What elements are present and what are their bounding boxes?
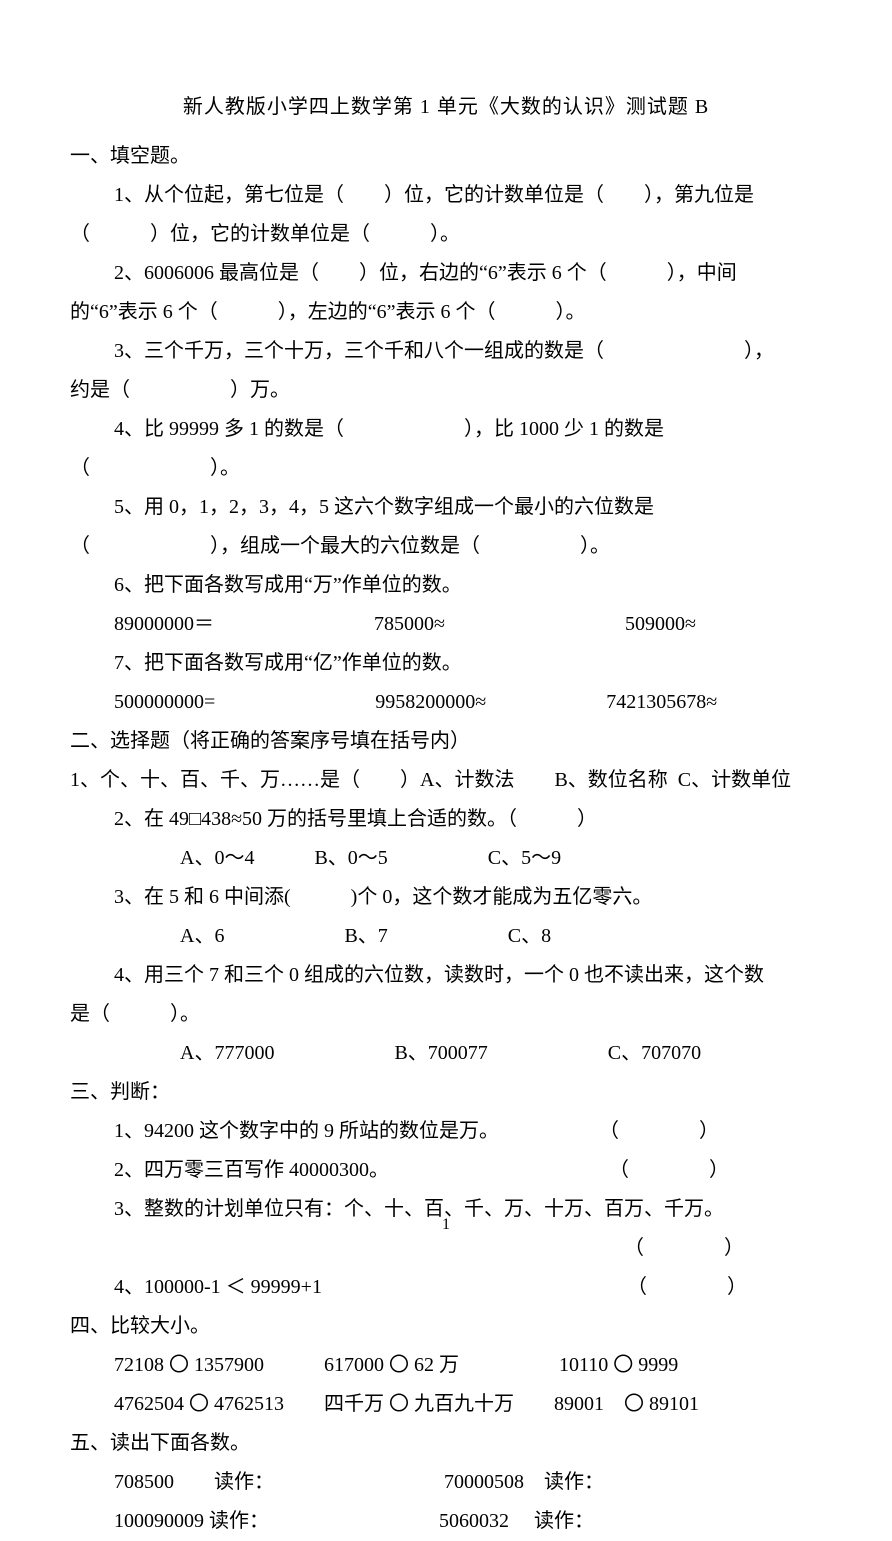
q2-line-b: 的“6”表示 6 个（ ），左边的“6”表示 6 个（ ）。	[70, 293, 822, 332]
s2-q2-options: A、0～4 B、0～5 C、5～9	[70, 839, 822, 878]
s2-q3-options: A、6 B、7 C、8	[70, 917, 822, 956]
s3-q1: 1、94200 这个数字中的 9 所站的数位是万。 （ ）	[70, 1112, 822, 1151]
q1-line-b: （ ）位，它的计数单位是（ ）。	[70, 215, 822, 254]
s2-q4-a: 4、用三个 7 和三个 0 组成的六位数，读数时，一个 0 也不读出来，这个数	[70, 956, 822, 995]
s2-q4-b: 是（ ）。	[70, 995, 822, 1034]
section-4-header: 四、比较大小。	[70, 1307, 822, 1346]
q3-line-b: 约是（ ）万。	[70, 371, 822, 410]
section-3-header: 三、判断：	[70, 1073, 822, 1112]
q2-line-a: 2、6006006 最高位是（ ）位，右边的“6”表示 6 个（ ），中间	[70, 254, 822, 293]
s3-q2: 2、四万零三百写作 40000300。 （ ）	[70, 1151, 822, 1190]
s2-q2: 2、在 49□438≈50 万的括号里填上合适的数。（ ）	[70, 800, 822, 839]
q6-row: 89000000＝ 785000≈ 509000≈	[70, 605, 822, 644]
q4-line-b: （ ）。	[70, 449, 822, 488]
q4-line-a: 4、比 99999 多 1 的数是（ ），比 1000 少 1 的数是	[70, 410, 822, 449]
q7-line: 7、把下面各数写成用“亿”作单位的数。	[70, 644, 822, 683]
s2-q3: 3、在 5 和 6 中间添( )个 0，这个数才能成为五亿零六。	[70, 878, 822, 917]
page-number: 1	[0, 1216, 892, 1234]
s2-q4-options: A、777000 B、700077 C、707070	[70, 1034, 822, 1073]
s3-q3b: （ ）	[70, 1229, 822, 1268]
section-1-header: 一、填空题。	[70, 137, 822, 176]
s5-row2: 100090009 读作： 5060032 读作：	[70, 1502, 822, 1541]
s3-q4: 4、100000-1 ＜ 99999+1 （ ）	[70, 1268, 822, 1307]
q1-line-a: 1、从个位起，第七位是（ ）位，它的计数单位是（ ），第九位是	[70, 176, 822, 215]
q3-line-a: 3、三个千万，三个十万，三个千和八个一组成的数是（ ），	[70, 332, 822, 371]
section-2-header: 二、选择题（将正确的答案序号填在括号内）	[70, 722, 822, 761]
document-title: 新人教版小学四上数学第 1 单元《大数的认识》测试题 B	[70, 90, 822, 119]
q6-line: 6、把下面各数写成用“万”作单位的数。	[70, 566, 822, 605]
section-5-header: 五、读出下面各数。	[70, 1424, 822, 1463]
s4-row1: 72108 〇 1357900 617000 〇 62 万 10110 〇 99…	[70, 1346, 822, 1385]
s5-row1: 708500 读作： 70000508 读作：	[70, 1463, 822, 1502]
s2-q1: 1、个、十、百、千、万……是（ ）A、计数法 B、数位名称 C、计数单位	[70, 761, 822, 800]
q5-line-a: 5、用 0，1，2，3，4，5 这六个数字组成一个最小的六位数是	[70, 488, 822, 527]
s4-row2: 4762504 〇 4762513 四千万 〇 九百九十万 89001 〇 89…	[70, 1385, 822, 1424]
q7-row: 500000000= 9958200000≈ 7421305678≈	[70, 683, 822, 722]
q5-line-b: （ ），组成一个最大的六位数是（ ）。	[70, 527, 822, 566]
